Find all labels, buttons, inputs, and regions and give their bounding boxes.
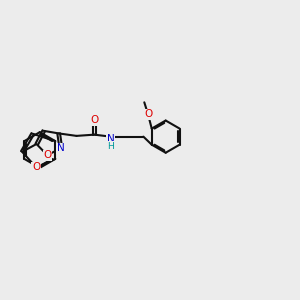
Text: N: N — [57, 143, 65, 153]
Text: O: O — [144, 109, 152, 119]
Text: O: O — [43, 150, 51, 160]
Text: O: O — [90, 115, 98, 125]
Text: H: H — [107, 142, 114, 151]
Text: O: O — [32, 162, 40, 172]
Text: N: N — [106, 134, 114, 144]
